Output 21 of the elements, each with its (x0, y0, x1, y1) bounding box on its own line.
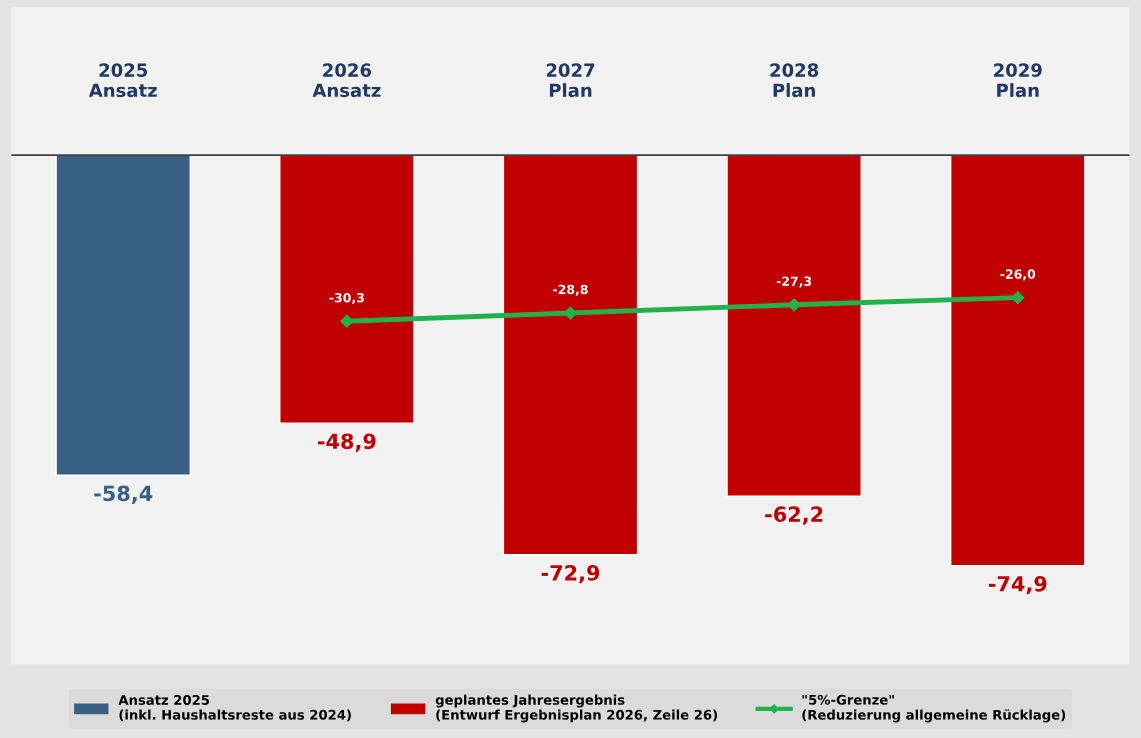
data-label: -62,2 (765, 506, 823, 525)
data-label: -58,4 (94, 485, 153, 504)
x-tick-label: 2028 Plan (770, 63, 819, 98)
data-label: -48,9 (317, 433, 376, 452)
x-tick-label: 2029 Plan (994, 63, 1042, 98)
x-tick-label: 2026 Ansatz (312, 63, 381, 98)
data-label: -28,8 (553, 284, 588, 296)
data-label: -74,9 (988, 575, 1047, 595)
point (1011, 291, 1025, 305)
data-label: -26,0 (1000, 269, 1036, 281)
legend-label: geplantes Jahresergebnis (Entwurf Ergebnisplan 2026, Zeile 26) (435, 694, 717, 723)
data-label: -72,9 (541, 564, 600, 584)
point (340, 314, 354, 328)
point (787, 298, 801, 312)
data-label: -27,3 (776, 276, 812, 288)
data-label: -30,3 (329, 292, 364, 304)
legend-label: "5%-Grenze" (Reduzierung allgemeine Rücklage) (802, 694, 1066, 723)
x-tick-label: 2027 Plan (546, 63, 595, 98)
x-tick-label: 2025 Ansatz (88, 63, 157, 98)
legend-label: Ansatz 2025 (inkl. Haushaltsreste aus 2024) (118, 694, 351, 722)
point (563, 306, 578, 320)
